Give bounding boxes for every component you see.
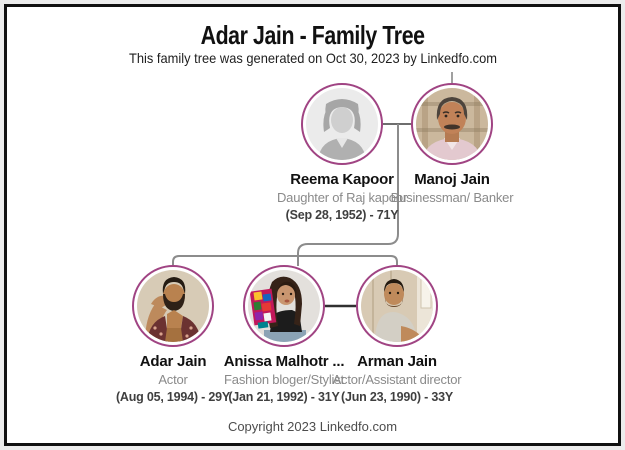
person-birthdate-age: (Aug 05, 1994) - 29Y [115,390,231,404]
page-subtitle: This family tree was generated on Oct 30… [128,50,497,66]
person-name: Arman Jain [357,353,437,370]
copyright-text: Copyright 2023 Linkedfo.com [227,419,398,434]
anissa-malhotra-avatar [243,265,325,347]
reema-kapoor-avatar [301,83,383,165]
person-name: Reema Kapoor [290,171,394,188]
diagram-frame [4,4,621,446]
adar-jain-avatar [132,265,214,347]
children-bar-line [172,255,398,266]
person-node-anissa-malhotra: Anissa Malhotr ... Fashion bloger/Stylis… [199,265,369,404]
arman-jain-avatar [356,265,438,347]
person-node-arman-jain: Arman Jain Actor/Assistant director (Jun… [312,265,482,404]
page-title: Adar Jain - Family Tree [200,20,425,50]
person-role: Actor [158,372,188,387]
parents-to-children-line [297,124,399,266]
adar-jain-photo [137,270,209,342]
person-node-manoj-jain: Manoj Jain Businessman/ Banker [367,83,537,205]
person-node-reema-kapoor: Reema Kapoor Daughter of Raj kapoor (Sep… [257,83,427,222]
person-birthdate-age: (Sep 28, 1952) - 71Y [285,208,399,222]
female-placeholder-icon [306,88,378,160]
arman-jain-photo [361,270,433,342]
person-name: Anissa Malhotr ... [223,353,345,370]
person-node-adar-jain: Adar Jain Actor (Aug 05, 1994) - 29Y [88,265,258,404]
person-birthdate-age: (Jan 21, 1992) - 31Y [228,390,340,404]
person-role: Fashion bloger/Stylist [224,372,344,387]
person-name: Manoj Jain [414,171,490,188]
person-name: Adar Jain [139,353,207,370]
colorful-jacket [249,288,277,329]
anissa-malhotra-photo [248,270,320,342]
person-role: Businessman/ Banker [390,190,514,205]
manoj-jain-photo [416,88,488,160]
person-role: Actor/Assistant director [332,372,462,387]
person-role: Daughter of Raj kapoor [276,190,407,205]
person-birthdate-age: (Jun 23, 1990) - 33Y [340,390,454,404]
manoj-jain-avatar [411,83,493,165]
